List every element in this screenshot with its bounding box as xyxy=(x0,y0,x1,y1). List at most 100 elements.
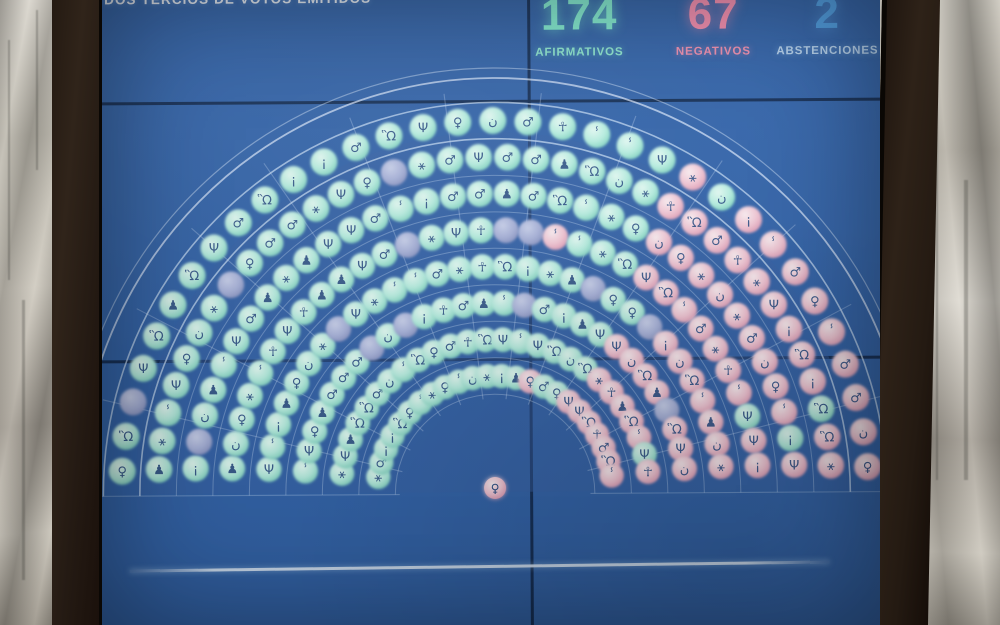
hemicycle-seat: ☥ xyxy=(635,459,661,485)
hemicycle-seat: ♂ xyxy=(466,180,493,207)
hemicycle-seat: ♀ xyxy=(619,299,645,326)
svg-text:♂: ♂ xyxy=(538,380,550,395)
svg-text:♂: ♂ xyxy=(326,388,338,403)
svg-text:Ψ: Ψ xyxy=(742,410,752,425)
svg-text:⚹: ⚹ xyxy=(483,370,491,385)
svg-text:Ὣ: Ὣ xyxy=(547,345,561,360)
hemicycle-seat: ♂ xyxy=(703,227,731,254)
hemicycle-seat: Ψ xyxy=(633,264,660,291)
svg-text:Ψ: Ψ xyxy=(171,379,181,394)
hemicycle-seat: ♀ xyxy=(283,370,310,396)
hemicycle-seat xyxy=(325,316,352,342)
hemicycle-seat: ♀ xyxy=(801,287,829,315)
svg-text:ⸯ: ⸯ xyxy=(391,281,399,298)
svg-text:¡: ¡ xyxy=(746,213,751,228)
hemicycle-chart: ⚹ ♂ ¡ ¡ Ὣ ♀ ⸯ ⚹ ♀ ⸯ ن ⚹ ¡ ♟ ♀ ♂ ♀ Ψ Ψ Ὣ ☥ ♂ Ὣ ⸯ ⚹ Ψ ♟ Ὣ Ὣ ♂ ن ⸯ Ὣ ♀ ♂ ☥ Ὣ Ψ ⸯ Ψ… xyxy=(102,60,880,573)
tally-negativos: 67 NEGATIVOS xyxy=(654,0,772,58)
svg-text:ن: ن xyxy=(654,236,664,251)
hemicycle-seat: ♀ xyxy=(762,373,789,400)
hemicycle-seat: ن xyxy=(605,167,633,195)
hemicycle-baseline xyxy=(129,560,830,573)
hemicycle-seat: ♟ xyxy=(254,284,281,311)
svg-text:♀: ♀ xyxy=(182,352,192,367)
svg-text:Ὣ: Ὣ xyxy=(814,402,828,417)
svg-text:¡: ¡ xyxy=(291,173,296,188)
svg-text:♟: ♟ xyxy=(478,297,490,312)
svg-text:¡: ¡ xyxy=(193,462,198,477)
svg-text:♂: ♂ xyxy=(474,187,486,202)
svg-text:♂: ♂ xyxy=(458,299,470,314)
svg-text:⚹: ⚹ xyxy=(210,302,218,317)
svg-text:♀: ♀ xyxy=(676,251,686,266)
svg-text:♀: ♀ xyxy=(863,460,873,475)
hemicycle-seat: Ὣ xyxy=(813,423,841,451)
svg-text:Ὣ: Ὣ xyxy=(185,269,199,284)
svg-text:♟: ♟ xyxy=(301,254,313,269)
svg-text:♀: ♀ xyxy=(117,465,127,480)
hemicycle-seat: ⚹ xyxy=(743,268,771,295)
svg-text:ⸯ: ⸯ xyxy=(269,438,277,455)
hemicycle-seat: ♂ xyxy=(531,296,558,323)
svg-text:ⸯ: ⸯ xyxy=(400,361,408,378)
svg-text:☥: ☥ xyxy=(439,304,449,319)
svg-text:♟: ♟ xyxy=(345,433,357,448)
tally-negativos-label: NEGATIVOS xyxy=(675,45,751,58)
hemicycle-seat: ♟ xyxy=(471,290,497,316)
svg-text:♂: ♂ xyxy=(379,248,391,263)
hemicycle-seat: ⚹ xyxy=(708,453,734,480)
svg-text:♂: ♂ xyxy=(350,141,362,156)
screen-frame-left xyxy=(52,0,104,625)
svg-text:¡: ¡ xyxy=(499,370,504,385)
hemicycle-seat: ☥ xyxy=(468,217,494,244)
svg-text:☥: ☥ xyxy=(463,336,473,351)
svg-text:ن: ن xyxy=(760,355,770,370)
svg-text:♀: ♀ xyxy=(771,380,781,395)
svg-text:¡: ¡ xyxy=(390,429,395,444)
svg-text:♂: ♂ xyxy=(351,356,363,371)
svg-text:⚹: ⚹ xyxy=(456,263,464,278)
svg-text:♟: ♟ xyxy=(617,400,629,415)
hemicycle-seat: ن xyxy=(708,183,736,211)
svg-text:Ὣ: Ὣ xyxy=(258,193,272,208)
hemicycle-seat: ¡ xyxy=(413,188,440,215)
hemicycle-seat: ⸯ xyxy=(818,318,846,346)
hemicycle-seat: ♂ xyxy=(342,133,370,161)
svg-text:⚹: ⚹ xyxy=(827,459,835,474)
hemicycle-seat: ¡ xyxy=(777,425,804,452)
svg-text:ن: ن xyxy=(194,326,204,341)
svg-text:ⸯ: ⸯ xyxy=(593,126,601,143)
svg-text:Ψ: Ψ xyxy=(340,450,350,465)
svg-text:Ὣ: Ὣ xyxy=(685,374,699,389)
led-video-wall: 27.795. DOS TERCIOS DE VOTOS EMITIDOS DE… xyxy=(102,0,880,625)
svg-text:ن: ن xyxy=(566,353,576,368)
svg-text:♟: ♟ xyxy=(501,187,513,202)
svg-text:¡: ¡ xyxy=(321,156,326,171)
hemicycle-seat: ♀ xyxy=(667,244,694,271)
svg-text:Ψ: Ψ xyxy=(418,121,428,136)
svg-text:ن: ن xyxy=(468,372,478,387)
hemicycle-arcs xyxy=(102,67,880,497)
svg-text:♂: ♂ xyxy=(528,190,540,205)
svg-text:☥: ☥ xyxy=(723,364,733,379)
hemicycle-seat: Ψ xyxy=(648,146,676,174)
hemicycle-seat: ♂ xyxy=(439,183,467,210)
president-seat: ♀ xyxy=(484,476,507,499)
svg-text:♟: ♟ xyxy=(705,416,717,431)
svg-text:¡: ¡ xyxy=(755,459,760,474)
hemicycle-seat: Ψ xyxy=(734,403,761,430)
svg-text:Ψ: Ψ xyxy=(749,434,759,449)
svg-text:☥: ☥ xyxy=(476,224,486,239)
hemicycle-seat: ♟ xyxy=(200,376,227,403)
hemicycle-seat: ⸯ xyxy=(726,379,752,406)
svg-text:♀: ♀ xyxy=(552,387,562,402)
svg-text:♀: ♀ xyxy=(525,375,535,390)
hemicycle-seat xyxy=(186,428,213,455)
hemicycle-seat: ⚹ xyxy=(310,332,336,359)
hemicycle-seat: ⚹ xyxy=(537,260,563,286)
svg-text:Ὣ: Ὣ xyxy=(351,417,365,432)
svg-text:♂: ♂ xyxy=(539,303,551,318)
svg-text:ن: ن xyxy=(385,375,395,390)
svg-text:⚹: ⚹ xyxy=(689,171,697,186)
hemicycle-seat: ⚹ xyxy=(723,302,751,329)
svg-text:ⸯ: ⸯ xyxy=(455,373,463,390)
